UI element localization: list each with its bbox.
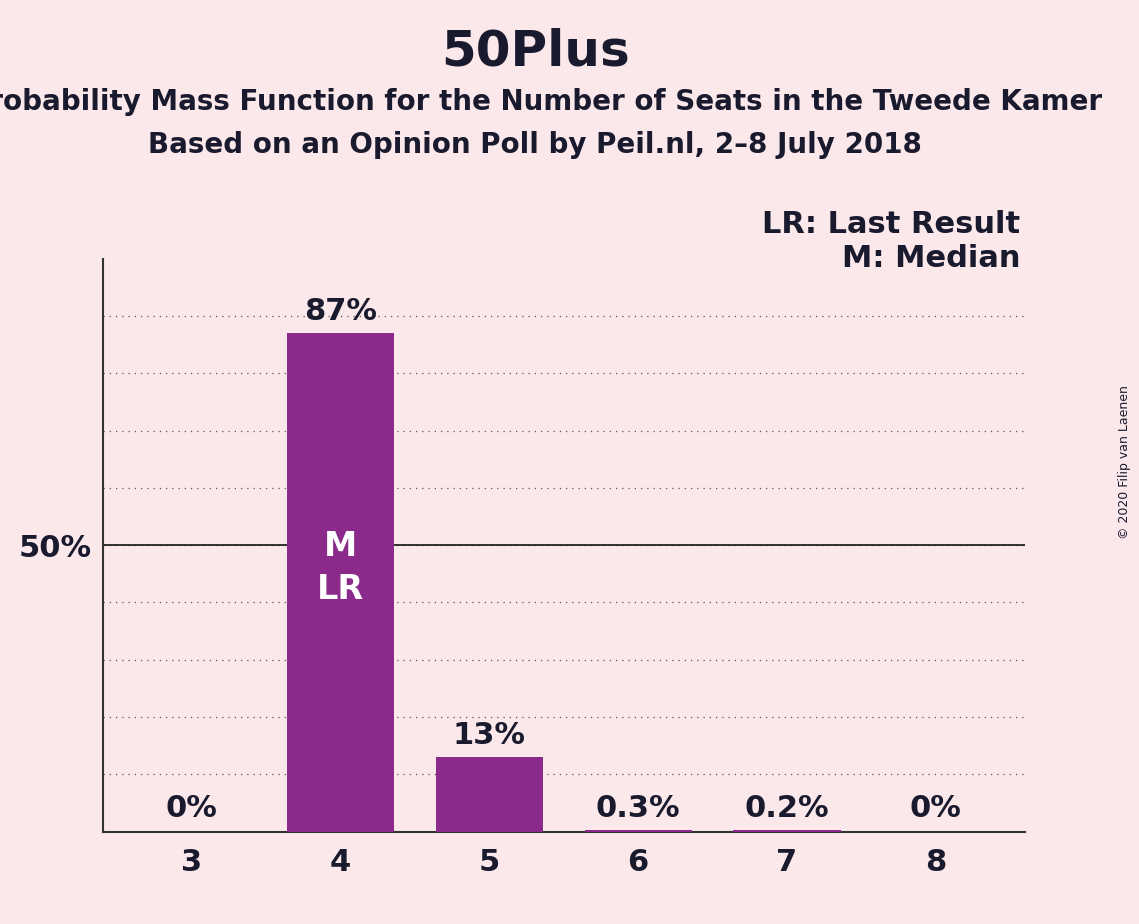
Text: M
LR: M LR	[317, 529, 364, 606]
Bar	[734, 831, 841, 832]
Text: Probability Mass Function for the Number of Seats in the Tweede Kamer: Probability Mass Function for the Number…	[0, 88, 1101, 116]
Text: 50Plus: 50Plus	[441, 28, 630, 76]
Text: 0%: 0%	[166, 794, 218, 823]
Bar	[584, 830, 691, 832]
Text: Based on an Opinion Poll by Peil.nl, 2–8 July 2018: Based on an Opinion Poll by Peil.nl, 2–8…	[148, 131, 923, 159]
Bar	[287, 334, 394, 832]
Text: LR: Last Result: LR: Last Result	[762, 210, 1021, 239]
Text: 13%: 13%	[453, 722, 526, 750]
Text: 0.3%: 0.3%	[596, 794, 680, 823]
Text: © 2020 Filip van Laenen: © 2020 Filip van Laenen	[1118, 385, 1131, 539]
Text: 87%: 87%	[304, 298, 377, 326]
Text: 0%: 0%	[910, 794, 961, 823]
Text: 0.2%: 0.2%	[745, 794, 829, 823]
Bar	[436, 757, 543, 832]
Text: M: Median: M: Median	[842, 245, 1021, 274]
